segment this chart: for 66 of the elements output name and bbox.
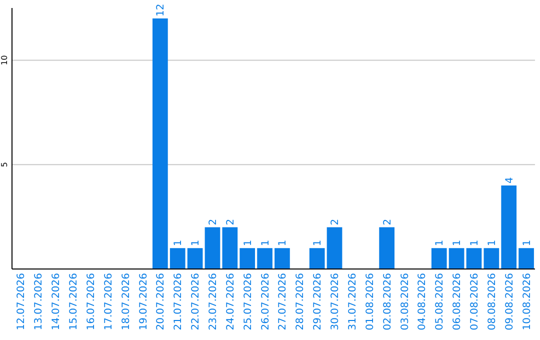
data-label: 2 — [225, 218, 236, 226]
bar — [448, 248, 464, 269]
bar — [187, 248, 203, 269]
bar — [326, 227, 342, 269]
x-tick-label: 04.08.2026 — [417, 273, 428, 330]
data-label: 1 — [469, 240, 480, 246]
y-tick-label: 10 — [0, 55, 9, 66]
x-tick-label: 30.07.2026 — [330, 273, 342, 330]
bar — [274, 248, 290, 269]
x-tick-label: 10.08.2026 — [522, 273, 533, 330]
x-tick-label: 25.07.2026 — [242, 273, 254, 330]
x-tick-label: 16.07.2026 — [86, 273, 97, 330]
data-label: 1 — [312, 240, 324, 246]
x-tick-label: 06.08.2026 — [452, 273, 464, 330]
x-tick-label: 22.07.2026 — [190, 273, 202, 330]
bar — [222, 227, 238, 269]
x-tick-label: 13.07.2026 — [34, 273, 45, 330]
x-tick-label: 05.08.2026 — [434, 273, 446, 330]
y-tick-label: 5 — [0, 162, 9, 168]
x-tick-label: 20.07.2026 — [156, 273, 167, 330]
data-label: 2 — [208, 218, 219, 226]
x-tick-label: 31.07.2026 — [347, 273, 358, 330]
data-label: 1 — [242, 240, 254, 246]
x-tick-label: 14.07.2026 — [51, 273, 62, 330]
bar — [204, 227, 220, 269]
bar — [170, 248, 186, 269]
bar — [257, 248, 272, 269]
x-tick-label: 15.07.2026 — [68, 273, 80, 330]
bar — [518, 248, 534, 269]
data-label: 1 — [452, 240, 464, 246]
data-label: 1 — [278, 240, 289, 246]
bar — [240, 248, 256, 269]
data-label: 1 — [434, 240, 446, 246]
data-label: 2 — [330, 218, 342, 226]
x-tick-label: 12.07.2026 — [16, 273, 28, 330]
x-tick-label: 02.08.2026 — [382, 273, 394, 330]
x-tick-label: 21.07.2026 — [173, 273, 184, 330]
data-label: 2 — [382, 218, 394, 226]
bar — [431, 248, 447, 269]
bar — [309, 248, 325, 269]
bar — [501, 185, 517, 269]
x-tick-label: 17.07.2026 — [103, 273, 114, 330]
bar — [152, 18, 168, 269]
data-label: 1 — [486, 240, 498, 246]
bar — [379, 227, 394, 269]
x-tick-label: 09.08.2026 — [504, 273, 516, 330]
x-tick-label: 08.08.2026 — [486, 273, 498, 330]
data-label: 12 — [156, 4, 167, 16]
x-tick-label: 28.07.2026 — [295, 273, 306, 330]
data-label: 1 — [522, 240, 533, 246]
data-label: 4 — [504, 177, 516, 184]
data-label: 1 — [173, 240, 184, 246]
x-tick-label: 26.07.2026 — [260, 273, 272, 330]
x-tick-label: 19.07.2026 — [138, 273, 150, 330]
data-label: 1 — [190, 240, 202, 246]
x-tick-label: 23.07.2026 — [208, 273, 219, 330]
x-tick-label: 01.08.2026 — [364, 273, 376, 330]
x-tick-label: 24.07.2026 — [225, 273, 236, 330]
bar — [466, 248, 482, 269]
bar — [484, 248, 500, 269]
x-tick-label: 03.08.2026 — [400, 273, 411, 330]
x-tick-label: 29.07.2026 — [312, 273, 324, 330]
x-tick-label: 18.07.2026 — [120, 273, 132, 330]
x-tick-label: 27.07.2026 — [278, 273, 289, 330]
x-tick-label: 07.08.2026 — [469, 273, 480, 330]
data-label: 1 — [260, 240, 272, 246]
